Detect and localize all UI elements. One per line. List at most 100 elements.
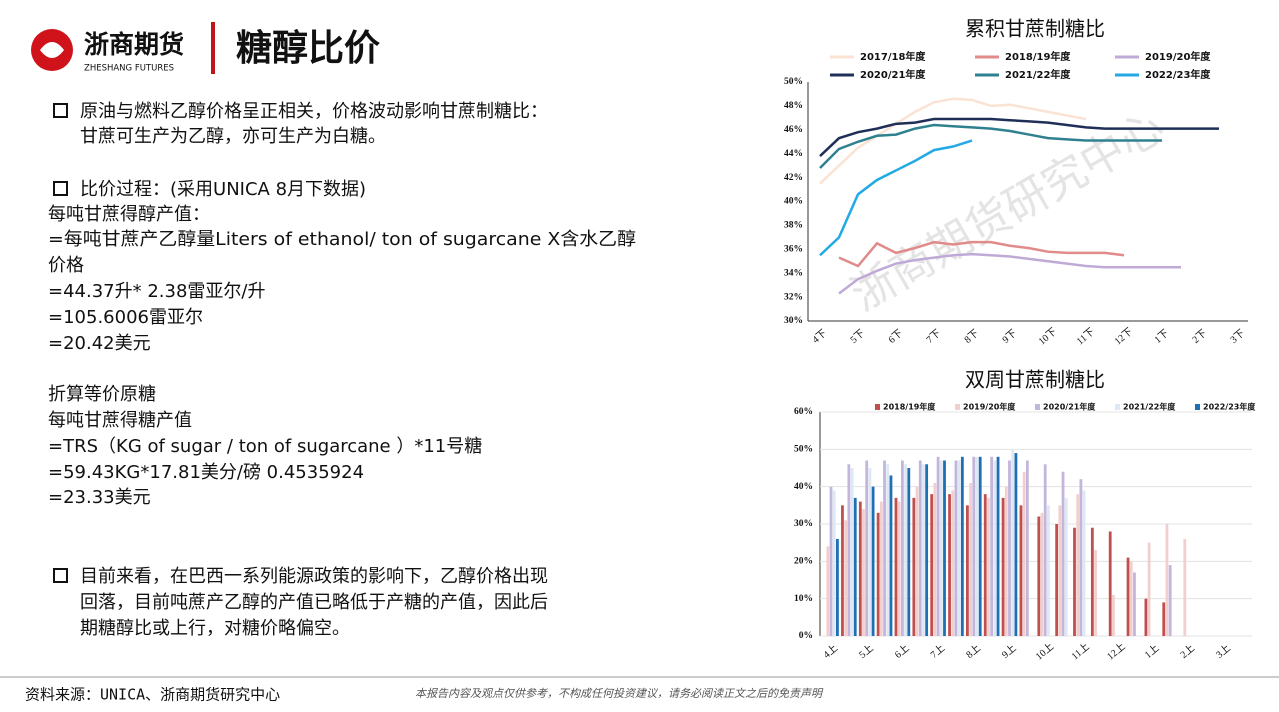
bar [876, 512, 880, 636]
body-line: 期糖醇比或上行，对糖价略偏空。 [80, 618, 350, 639]
y-tick-label: 20% [794, 557, 813, 567]
header-bar [211, 22, 215, 74]
x-tick-label: 7下 [925, 328, 944, 346]
bar [1008, 460, 1011, 636]
bullet [53, 568, 68, 583]
bar [975, 456, 979, 636]
bar [1022, 471, 1026, 636]
x-tick-label: 7上 [928, 642, 947, 661]
y-tick-label: 34% [784, 268, 803, 278]
bar [1037, 516, 1041, 636]
x-tick-label: 8上 [964, 642, 983, 661]
bar [829, 486, 833, 636]
bar [871, 486, 875, 636]
bar [1064, 497, 1068, 636]
legend-label: 2020/21年度 [860, 68, 926, 81]
bar [841, 505, 844, 636]
bar [901, 460, 904, 636]
logo-name: 浙商期货 [84, 30, 184, 59]
series-line [838, 240, 1125, 268]
bar [1147, 542, 1151, 636]
y-tick-label: 30% [794, 519, 813, 529]
bar [907, 468, 911, 636]
x-tick-label: 6下 [887, 328, 906, 346]
bar [1061, 471, 1065, 636]
legend-label: 2022/23年度 [1145, 68, 1211, 81]
bar [1168, 565, 1172, 636]
x-tick-label: 12下 [1113, 326, 1135, 347]
bar [943, 460, 946, 636]
bar [826, 546, 830, 636]
body-line: 回落，目前吨蔗产乙醇的产值已略低于产糖的产值，因此后 [80, 592, 548, 613]
bar [904, 464, 907, 636]
legend-label: 2022/23年度 [1203, 402, 1256, 412]
body-line: 比价过程：(采用UNICA 8月下数据) [80, 179, 366, 200]
bar [983, 494, 987, 636]
body-line: 价格 [48, 255, 84, 276]
bar [954, 460, 958, 636]
legend-label: 2018/19年度 [883, 402, 936, 412]
y-tick-label: 36% [784, 244, 803, 254]
bar [918, 460, 922, 636]
bar [925, 464, 929, 636]
bar [1073, 527, 1076, 636]
legend-label: 2019/20年度 [1145, 50, 1211, 63]
legend-label: 2020/21年度 [1043, 402, 1096, 412]
legend-label: 2021/22年度 [1005, 68, 1071, 81]
body-line: 目前来看，在巴西一系列能源政策的影响下，乙醇价格出现 [80, 566, 548, 587]
y-tick-label: 40% [794, 482, 813, 492]
bar [836, 538, 839, 636]
bar [862, 509, 865, 636]
y-tick-label: 48% [784, 101, 803, 111]
bar [883, 460, 886, 636]
x-tick-label: 3上 [1214, 642, 1233, 661]
bar [889, 475, 893, 636]
bar [1165, 524, 1169, 636]
body-line: 原油与燃料乙醇价格呈正相关，价格波动影响甘蔗制糖比： [80, 101, 548, 122]
y-tick-label: 50% [794, 445, 813, 455]
x-tick-label: 4下 [811, 328, 830, 346]
bar [1019, 505, 1023, 636]
bar [1076, 494, 1080, 636]
footer-source: 资料来源：UNICA、浙商期货研究中心 [25, 686, 280, 704]
chart-title: 累积甘蔗制糖比 [965, 17, 1105, 41]
y-tick-label: 50% [784, 77, 803, 87]
bar [1094, 550, 1097, 636]
y-tick-label: 30% [784, 316, 803, 326]
bar [865, 460, 869, 636]
x-tick-label: 2上 [1178, 642, 1197, 661]
bullet [53, 103, 68, 118]
bar [868, 468, 872, 636]
y-tick-label: 44% [784, 149, 803, 159]
y-tick-label: 60% [794, 407, 813, 417]
x-tick-label: 11上 [1069, 641, 1092, 663]
bar [1082, 490, 1086, 636]
y-tick-label: 46% [784, 125, 803, 135]
bar [1112, 594, 1115, 636]
x-tick-label: 5下 [849, 328, 868, 346]
bar [1004, 486, 1008, 636]
legend-label: 2017/18年度 [860, 50, 926, 63]
body-line: 每吨甘蔗得醇产值： [48, 204, 210, 225]
bar [1025, 460, 1029, 636]
bar [858, 501, 862, 636]
bar [1183, 538, 1187, 636]
bar [1090, 527, 1094, 636]
x-tick-label: 1下 [1153, 328, 1172, 346]
bar [847, 464, 851, 636]
legend-swatch [875, 404, 880, 410]
bar [897, 501, 901, 636]
bar [957, 460, 961, 636]
x-tick-label: 1上 [1142, 642, 1161, 661]
logo-mark [40, 42, 64, 58]
x-tick-label: 6上 [892, 642, 911, 661]
x-tick-label: 2下 [1191, 328, 1210, 346]
bar [933, 482, 937, 636]
body-line: =105.6006雷亚尔 [48, 307, 203, 328]
chart-title: 双周甘蔗制糖比 [965, 368, 1105, 392]
body-line: 甘蔗可生产为乙醇，亦可生产为白糖。 [80, 126, 386, 147]
series-line [819, 139, 973, 257]
y-tick-label: 0% [799, 631, 813, 641]
bar [948, 494, 951, 636]
x-tick-label: 10上 [1033, 640, 1056, 662]
